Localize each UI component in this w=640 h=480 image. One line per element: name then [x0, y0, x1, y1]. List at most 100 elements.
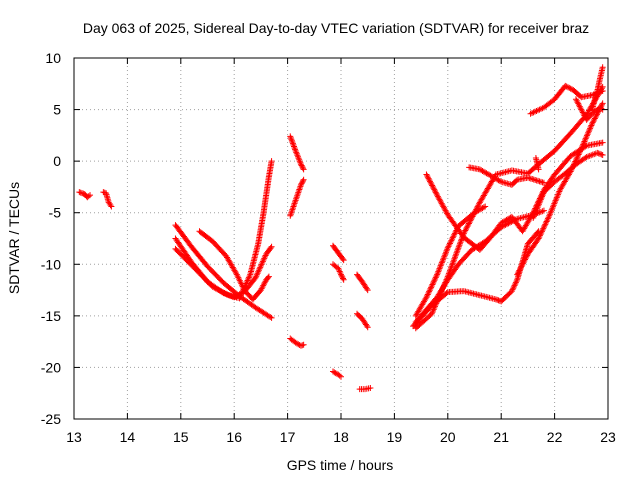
data-point — [427, 178, 433, 185]
data-point — [268, 314, 275, 321]
data-point — [509, 286, 516, 293]
data-point — [510, 285, 517, 292]
data-point — [237, 292, 244, 299]
data-point — [451, 230, 458, 237]
series-s25 — [572, 96, 606, 123]
data-point — [432, 274, 439, 281]
data-point — [296, 156, 303, 163]
data-point — [439, 287, 446, 294]
data-point — [592, 114, 599, 121]
data-point — [444, 244, 451, 251]
data-point — [424, 174, 431, 181]
data-point — [523, 253, 530, 260]
data-point — [535, 166, 542, 173]
data-point — [294, 152, 301, 159]
data-point — [447, 266, 454, 273]
data-point — [566, 84, 573, 91]
data-point — [107, 202, 114, 209]
data-point — [438, 259, 445, 266]
data-point — [437, 291, 444, 298]
data-point — [295, 155, 302, 162]
data-point — [529, 110, 536, 117]
data-point — [571, 159, 578, 166]
series-s7 — [287, 133, 307, 173]
data-point — [599, 88, 606, 95]
data-point — [534, 107, 541, 114]
data-point — [288, 137, 295, 144]
data-point — [429, 281, 436, 288]
data-point — [299, 342, 306, 349]
data-point — [367, 385, 374, 392]
data-point — [530, 109, 537, 116]
data-point — [569, 164, 576, 171]
data-point — [447, 239, 454, 246]
data-point — [434, 271, 441, 278]
data-point — [492, 296, 499, 303]
data-point — [452, 252, 459, 259]
data-point — [576, 148, 583, 155]
data-point — [76, 189, 83, 196]
data-point — [446, 269, 453, 276]
data-point — [462, 227, 469, 234]
data-point — [465, 220, 472, 227]
data-point — [259, 258, 266, 265]
data-point — [268, 158, 275, 165]
data-point — [583, 132, 590, 139]
data-point — [586, 126, 593, 133]
data-point — [584, 131, 591, 138]
data-point — [512, 279, 519, 286]
data-point — [496, 297, 503, 304]
data-point — [265, 274, 272, 281]
data-point — [424, 291, 431, 298]
data-point — [427, 179, 434, 186]
data-point — [464, 223, 471, 230]
data-point — [471, 210, 478, 217]
data-point — [253, 273, 260, 280]
data-point — [289, 140, 296, 147]
data-point — [435, 267, 442, 274]
data-point — [426, 288, 433, 295]
data-point — [591, 116, 598, 123]
data-point — [468, 216, 475, 223]
data-point — [428, 284, 435, 291]
data-point — [595, 150, 602, 157]
data-point — [444, 246, 451, 253]
data-point — [292, 147, 299, 154]
data-point — [508, 288, 515, 295]
data-point — [542, 219, 549, 226]
data-point — [473, 206, 480, 213]
y-tick-label: -20 — [41, 359, 61, 375]
data-point — [363, 285, 370, 292]
data-point — [474, 203, 481, 210]
data-point — [579, 142, 586, 149]
data-point — [567, 168, 574, 175]
data-point — [445, 243, 452, 250]
data-point — [533, 107, 540, 114]
data-point — [535, 235, 542, 242]
data-point — [430, 307, 437, 314]
data-point — [449, 261, 456, 268]
series-s21 — [466, 164, 547, 188]
x-tick-label: 18 — [333, 429, 349, 445]
data-point — [469, 213, 476, 220]
data-point — [599, 139, 606, 146]
data-point — [453, 251, 460, 258]
data-point — [292, 146, 299, 153]
data-point — [540, 224, 547, 231]
data-point — [575, 151, 582, 158]
data-point — [562, 82, 569, 89]
data-point — [427, 285, 434, 292]
data-point — [300, 166, 307, 173]
data-point — [447, 267, 454, 274]
data-point — [446, 240, 453, 247]
data-point — [290, 142, 297, 149]
data-point — [436, 292, 443, 299]
data-point — [338, 271, 344, 278]
data-point — [527, 110, 534, 117]
data-point — [300, 176, 307, 183]
data-point — [293, 150, 300, 157]
data-point — [544, 217, 551, 224]
x-tick-label: 22 — [547, 429, 563, 445]
series-s2 — [100, 189, 115, 210]
data-point — [563, 83, 570, 90]
